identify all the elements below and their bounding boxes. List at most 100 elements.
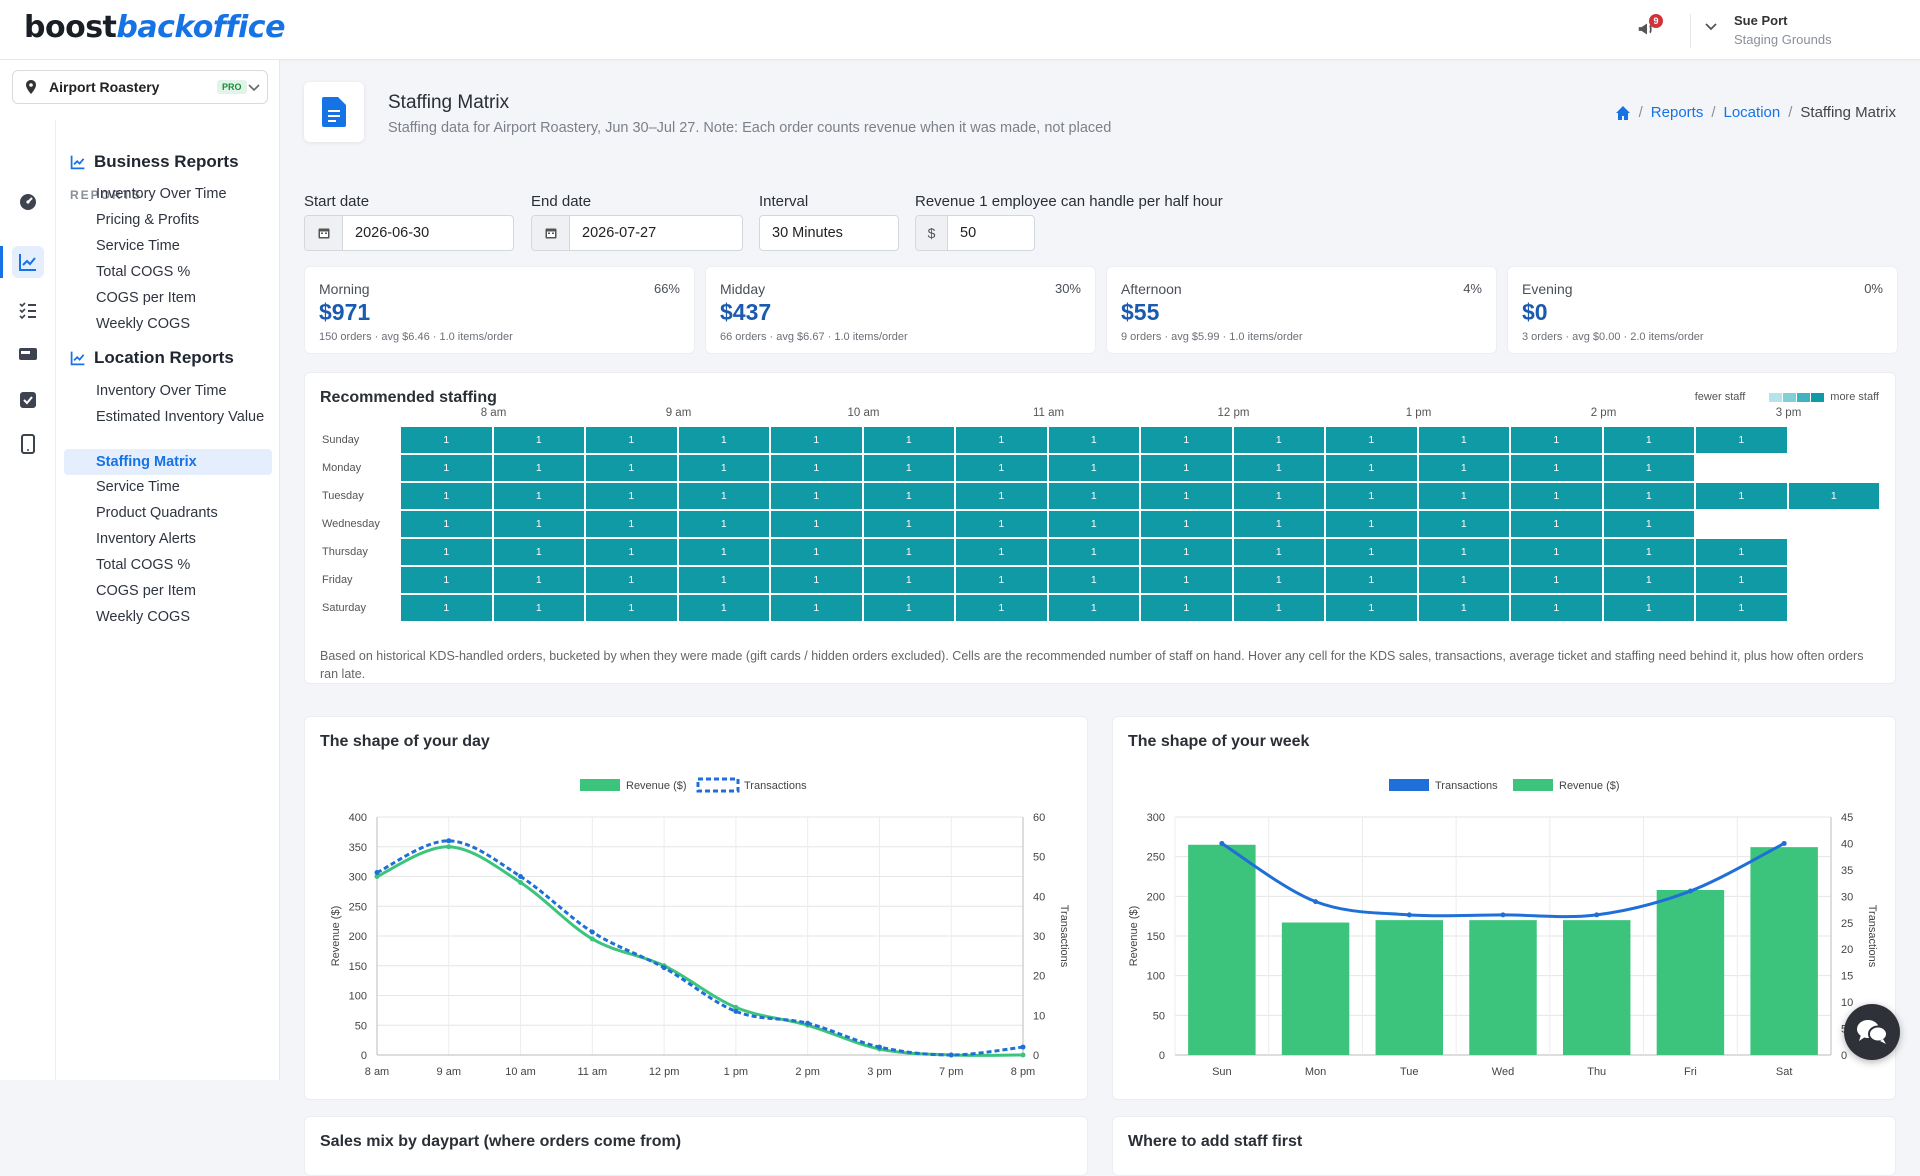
staffing-cell[interactable]: 1 bbox=[1326, 511, 1417, 537]
nav-item-service-time[interactable]: Service Time bbox=[96, 238, 180, 254]
staffing-cell[interactable]: 1 bbox=[1048, 595, 1139, 621]
staffing-cell[interactable]: 1 bbox=[1696, 483, 1787, 509]
capacity-input[interactable]: $ 50 bbox=[915, 215, 1035, 251]
staffing-cell[interactable]: 1 bbox=[1141, 595, 1232, 621]
staffing-cell[interactable]: 1 bbox=[678, 455, 769, 481]
staffing-cell[interactable]: 1 bbox=[678, 511, 769, 537]
staffing-cell[interactable]: 1 bbox=[678, 427, 769, 453]
staffing-cell[interactable]: 1 bbox=[1048, 511, 1139, 537]
staffing-cell[interactable]: 1 bbox=[401, 567, 492, 593]
staffing-cell[interactable]: 1 bbox=[1418, 455, 1509, 481]
staffing-cell[interactable]: 1 bbox=[1141, 455, 1232, 481]
staffing-cell[interactable]: 1 bbox=[586, 455, 677, 481]
staffing-cell[interactable]: 1 bbox=[1418, 427, 1509, 453]
nav-item-loc-inventory-over-time[interactable]: Inventory Over Time bbox=[96, 383, 227, 399]
interval-select[interactable]: 30 Minutes bbox=[759, 215, 899, 251]
staffing-cell[interactable]: 1 bbox=[771, 595, 862, 621]
staffing-cell[interactable]: 1 bbox=[863, 595, 954, 621]
rail-dashboard[interactable] bbox=[12, 186, 44, 218]
staffing-cell[interactable]: 1 bbox=[401, 427, 492, 453]
staffing-cell[interactable]: 1 bbox=[1048, 455, 1139, 481]
staffing-cell[interactable]: 1 bbox=[493, 567, 584, 593]
staffing-cell[interactable]: 1 bbox=[1511, 511, 1602, 537]
nav-item-loc-total-cogs[interactable]: Total COGS % bbox=[96, 557, 191, 573]
staffing-cell[interactable]: 1 bbox=[1511, 567, 1602, 593]
staffing-cell[interactable]: 1 bbox=[956, 427, 1047, 453]
staffing-cell[interactable]: 1 bbox=[1603, 483, 1694, 509]
staffing-cell[interactable]: 1 bbox=[1233, 483, 1324, 509]
staffing-cell[interactable]: 1 bbox=[1511, 427, 1602, 453]
staffing-cell[interactable]: 1 bbox=[1141, 539, 1232, 565]
staffing-cell[interactable]: 1 bbox=[1326, 539, 1417, 565]
staffing-cell[interactable]: 1 bbox=[1048, 427, 1139, 453]
staffing-cell[interactable]: 1 bbox=[586, 595, 677, 621]
rail-reports[interactable] bbox=[0, 246, 44, 278]
chat-launcher[interactable] bbox=[1844, 1004, 1900, 1060]
staffing-cell[interactable]: 1 bbox=[1326, 483, 1417, 509]
staffing-cell[interactable]: 1 bbox=[1418, 511, 1509, 537]
staffing-cell[interactable]: 1 bbox=[771, 483, 862, 509]
staffing-cell[interactable]: 1 bbox=[956, 595, 1047, 621]
staffing-cell[interactable]: 1 bbox=[956, 539, 1047, 565]
staffing-cell[interactable]: 1 bbox=[1326, 595, 1417, 621]
staffing-cell[interactable]: 1 bbox=[1141, 511, 1232, 537]
rail-checklists[interactable] bbox=[12, 384, 44, 416]
staffing-cell[interactable]: 1 bbox=[1418, 483, 1509, 509]
staffing-cell[interactable]: 1 bbox=[1141, 567, 1232, 593]
staffing-cell[interactable]: 1 bbox=[1233, 455, 1324, 481]
staffing-cell[interactable]: 1 bbox=[1603, 455, 1694, 481]
staffing-cell[interactable]: 1 bbox=[1696, 539, 1787, 565]
staffing-cell[interactable]: 1 bbox=[1418, 539, 1509, 565]
staffing-cell[interactable]: 1 bbox=[1696, 595, 1787, 621]
nav-item-loc-service-time[interactable]: Service Time bbox=[96, 479, 180, 495]
nav-item-inventory-over-time[interactable]: Inventory Over Time bbox=[96, 186, 227, 202]
brand-logo[interactable]: boostbackoffice bbox=[24, 10, 285, 45]
staffing-cell[interactable]: 1 bbox=[956, 567, 1047, 593]
staffing-cell[interactable]: 1 bbox=[771, 567, 862, 593]
staffing-cell[interactable]: 1 bbox=[863, 567, 954, 593]
staffing-cell[interactable]: 1 bbox=[863, 483, 954, 509]
staffing-cell[interactable]: 1 bbox=[1048, 567, 1139, 593]
staffing-cell[interactable]: 1 bbox=[401, 455, 492, 481]
staffing-cell[interactable]: 1 bbox=[586, 539, 677, 565]
nav-item-loc-weekly-cogs[interactable]: Weekly COGS bbox=[96, 609, 191, 625]
staffing-cell[interactable]: 1 bbox=[1326, 427, 1417, 453]
staffing-cell[interactable]: 1 bbox=[863, 455, 954, 481]
staffing-cell[interactable]: 1 bbox=[1603, 539, 1694, 565]
staffing-cell[interactable]: 1 bbox=[1233, 567, 1324, 593]
staffing-cell[interactable]: 1 bbox=[1048, 483, 1139, 509]
staffing-cell[interactable]: 1 bbox=[401, 483, 492, 509]
nav-item-cogs-per-item[interactable]: COGS per Item bbox=[96, 290, 196, 306]
staffing-cell[interactable]: 1 bbox=[493, 511, 584, 537]
staffing-cell[interactable]: 1 bbox=[678, 539, 769, 565]
staffing-cell[interactable]: 1 bbox=[1048, 539, 1139, 565]
staffing-cell[interactable]: 1 bbox=[956, 511, 1047, 537]
location-selector[interactable]: Airport Roastery PRO bbox=[12, 70, 268, 104]
staffing-cell[interactable]: 1 bbox=[1233, 427, 1324, 453]
staffing-cell[interactable]: 1 bbox=[1326, 455, 1417, 481]
staffing-cell[interactable]: 1 bbox=[1233, 595, 1324, 621]
start-date-field[interactable]: 2026-06-30 bbox=[304, 215, 514, 251]
staffing-cell[interactable]: 1 bbox=[956, 483, 1047, 509]
staffing-cell[interactable]: 1 bbox=[401, 539, 492, 565]
rail-pos[interactable] bbox=[12, 338, 44, 370]
staffing-cell[interactable]: 1 bbox=[1696, 567, 1787, 593]
home-icon[interactable] bbox=[1615, 105, 1631, 121]
staffing-cell[interactable]: 1 bbox=[1233, 539, 1324, 565]
end-date-field[interactable]: 2026-07-27 bbox=[531, 215, 743, 251]
nav-item-estimated-inventory-value[interactable]: Estimated Inventory Value bbox=[96, 409, 265, 425]
staffing-cell[interactable]: 1 bbox=[1418, 595, 1509, 621]
staffing-cell[interactable]: 1 bbox=[1603, 427, 1694, 453]
staffing-cell[interactable]: 1 bbox=[493, 455, 584, 481]
staffing-cell[interactable]: 1 bbox=[1788, 483, 1879, 509]
staffing-cell[interactable]: 1 bbox=[586, 567, 677, 593]
staffing-cell[interactable]: 1 bbox=[678, 567, 769, 593]
staffing-cell[interactable]: 1 bbox=[771, 539, 862, 565]
staffing-cell[interactable]: 1 bbox=[1141, 483, 1232, 509]
nav-item-total-cogs[interactable]: Total COGS % bbox=[96, 264, 191, 280]
group-business-reports[interactable]: Business Reports bbox=[70, 152, 239, 172]
staffing-cell[interactable]: 1 bbox=[863, 511, 954, 537]
rail-devices[interactable] bbox=[12, 428, 44, 460]
breadcrumb-location[interactable]: Location bbox=[1723, 104, 1781, 121]
staffing-cell[interactable]: 1 bbox=[771, 427, 862, 453]
